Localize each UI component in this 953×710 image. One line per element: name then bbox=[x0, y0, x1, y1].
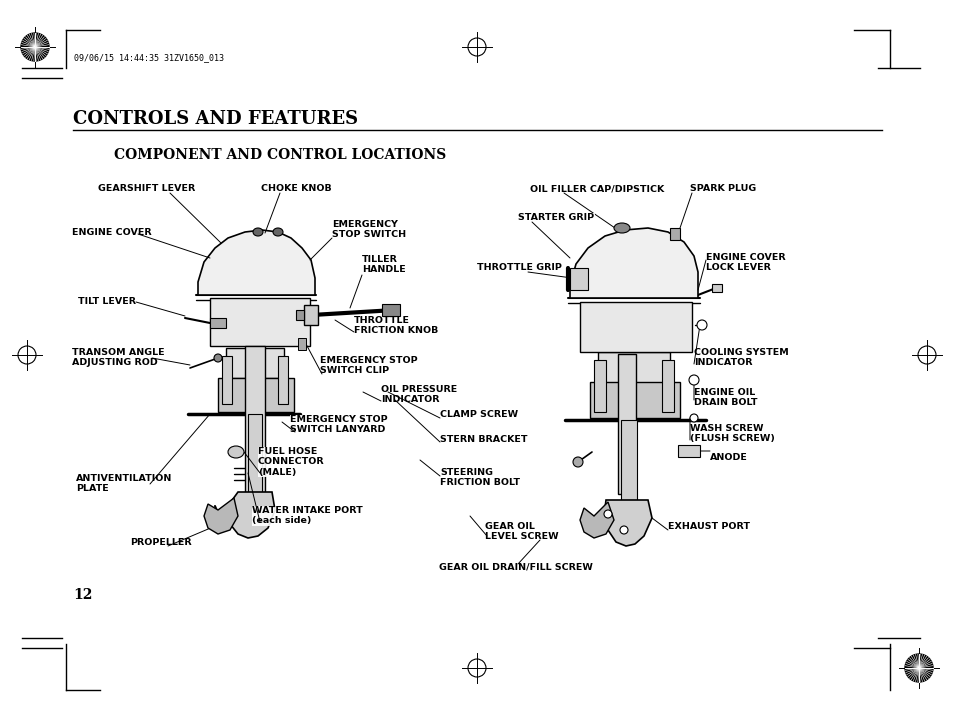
Bar bbox=[569, 268, 587, 290]
Ellipse shape bbox=[614, 223, 629, 233]
Ellipse shape bbox=[603, 510, 612, 518]
Text: CHOKE KNOB: CHOKE KNOB bbox=[260, 184, 331, 193]
Polygon shape bbox=[204, 498, 237, 534]
Ellipse shape bbox=[228, 446, 244, 458]
Bar bbox=[248, 414, 262, 492]
Polygon shape bbox=[225, 492, 274, 538]
Bar bbox=[297, 338, 306, 350]
Text: EMERGENCY STOP
SWITCH CLIP: EMERGENCY STOP SWITCH CLIP bbox=[319, 356, 417, 376]
Text: GEAR OIL
LEVEL SCREW: GEAR OIL LEVEL SCREW bbox=[484, 522, 558, 542]
Text: FUEL HOSE
CONNECTOR
(MALE): FUEL HOSE CONNECTOR (MALE) bbox=[257, 447, 324, 477]
Bar bbox=[210, 318, 226, 328]
Text: ENGINE COVER: ENGINE COVER bbox=[71, 228, 152, 237]
Text: ANTIVENTILATION
PLATE: ANTIVENTILATION PLATE bbox=[76, 474, 172, 493]
Text: TRANSOM ANGLE
ADJUSTING ROD: TRANSOM ANGLE ADJUSTING ROD bbox=[71, 348, 165, 367]
Text: THROTTLE GRIP: THROTTLE GRIP bbox=[476, 263, 561, 273]
Bar bbox=[218, 378, 294, 412]
Bar bbox=[222, 356, 232, 404]
Bar bbox=[245, 346, 265, 494]
Text: PROPELLER: PROPELLER bbox=[130, 538, 192, 547]
Bar bbox=[678, 445, 700, 457]
Ellipse shape bbox=[619, 526, 627, 534]
Ellipse shape bbox=[573, 457, 582, 467]
Bar bbox=[304, 305, 317, 325]
Bar bbox=[226, 348, 284, 378]
Text: OIL PRESSURE
INDICATOR: OIL PRESSURE INDICATOR bbox=[380, 385, 456, 405]
Bar bbox=[620, 420, 637, 500]
Bar bbox=[598, 352, 669, 384]
Bar bbox=[589, 382, 679, 418]
Text: GEARSHIFT LEVER: GEARSHIFT LEVER bbox=[98, 184, 195, 193]
Ellipse shape bbox=[688, 375, 699, 385]
Ellipse shape bbox=[273, 228, 283, 236]
Text: STARTER GRIP: STARTER GRIP bbox=[517, 213, 594, 222]
Bar bbox=[661, 360, 673, 412]
Text: COMPONENT AND CONTROL LOCATIONS: COMPONENT AND CONTROL LOCATIONS bbox=[113, 148, 446, 162]
Ellipse shape bbox=[689, 414, 698, 422]
Text: 09/06/15 14:44:35 31ZV1650_013: 09/06/15 14:44:35 31ZV1650_013 bbox=[74, 53, 224, 62]
Ellipse shape bbox=[697, 320, 706, 330]
Text: CONTROLS AND FEATURES: CONTROLS AND FEATURES bbox=[73, 110, 357, 128]
Bar bbox=[579, 302, 691, 352]
Text: ENGINE COVER
LOCK LEVER: ENGINE COVER LOCK LEVER bbox=[705, 253, 785, 273]
Text: CLAMP SCREW: CLAMP SCREW bbox=[439, 410, 517, 419]
Text: EMERGENCY STOP
SWITCH LANYARD: EMERGENCY STOP SWITCH LANYARD bbox=[290, 415, 387, 435]
Text: ANODE: ANODE bbox=[709, 452, 747, 462]
Bar bbox=[210, 298, 310, 346]
Bar bbox=[669, 228, 679, 240]
Text: SPARK PLUG: SPARK PLUG bbox=[689, 184, 756, 193]
Text: STEERING
FRICTION BOLT: STEERING FRICTION BOLT bbox=[439, 468, 519, 487]
Polygon shape bbox=[579, 502, 614, 538]
Ellipse shape bbox=[213, 354, 222, 362]
Bar bbox=[618, 354, 636, 494]
Bar bbox=[594, 360, 605, 412]
Text: GEAR OIL DRAIN/FILL SCREW: GEAR OIL DRAIN/FILL SCREW bbox=[438, 562, 593, 571]
Text: WATER INTAKE PORT
(each side): WATER INTAKE PORT (each side) bbox=[252, 506, 362, 525]
Ellipse shape bbox=[253, 228, 263, 236]
Text: 12: 12 bbox=[73, 588, 92, 602]
Polygon shape bbox=[198, 230, 314, 295]
Text: COOLING SYSTEM
INDICATOR: COOLING SYSTEM INDICATOR bbox=[693, 348, 788, 367]
Bar bbox=[381, 304, 399, 316]
Polygon shape bbox=[569, 228, 698, 298]
Text: ENGINE OIL
DRAIN BOLT: ENGINE OIL DRAIN BOLT bbox=[693, 388, 757, 408]
Text: WASH SCREW
(FLUSH SCREW): WASH SCREW (FLUSH SCREW) bbox=[689, 424, 774, 444]
Bar bbox=[711, 284, 721, 292]
Text: THROTTLE
FRICTION KNOB: THROTTLE FRICTION KNOB bbox=[354, 316, 437, 335]
Circle shape bbox=[904, 654, 932, 682]
Text: TILLER
HANDLE: TILLER HANDLE bbox=[361, 255, 405, 274]
Text: EXHAUST PORT: EXHAUST PORT bbox=[667, 522, 749, 531]
Text: OIL FILLER CAP/DIPSTICK: OIL FILLER CAP/DIPSTICK bbox=[530, 184, 663, 193]
Bar bbox=[277, 356, 288, 404]
Text: TILT LEVER: TILT LEVER bbox=[78, 297, 136, 307]
Text: STERN BRACKET: STERN BRACKET bbox=[439, 435, 527, 444]
Text: EMERGENCY
STOP SWITCH: EMERGENCY STOP SWITCH bbox=[332, 220, 406, 239]
Polygon shape bbox=[603, 500, 651, 546]
Bar bbox=[295, 310, 304, 320]
Circle shape bbox=[21, 33, 49, 61]
